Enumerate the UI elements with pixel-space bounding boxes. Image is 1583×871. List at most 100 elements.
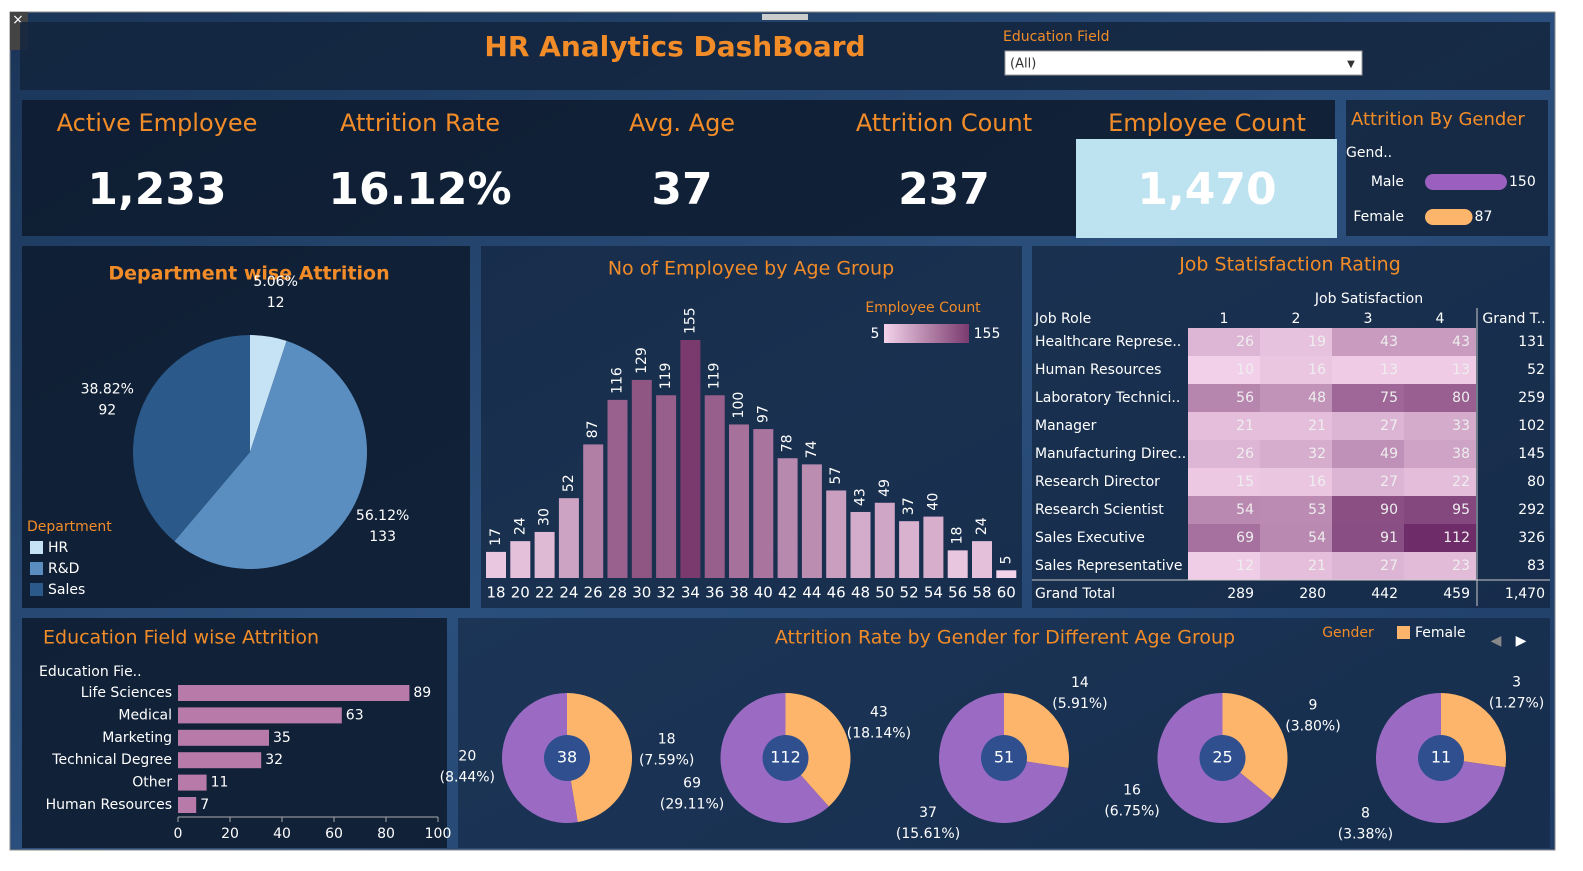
heat-cell <box>1404 496 1476 524</box>
x-tick-label: 56 <box>948 584 967 602</box>
heat-cell <box>1332 440 1404 468</box>
donut-center <box>544 735 590 781</box>
center-total: 51 <box>994 748 1014 767</box>
bar <box>680 340 701 578</box>
x-tick-label: 48 <box>851 584 870 602</box>
cell-value: 27 <box>1380 558 1398 574</box>
cell-value: 95 <box>1452 502 1470 518</box>
category-label: Human Resources <box>46 797 172 813</box>
value-label: 32 <box>265 752 283 768</box>
x-tick-label: 80 <box>377 826 395 842</box>
x-tick-label: 34 <box>681 584 700 602</box>
cell-value: 49 <box>1380 446 1398 462</box>
column-total: 280 <box>1299 586 1326 602</box>
legend-title: Employee Count <box>865 300 981 316</box>
heat-cell <box>1260 440 1332 468</box>
heat-cell <box>1188 328 1260 356</box>
close-icon[interactable]: × <box>12 12 24 28</box>
cell-value: 33 <box>1452 418 1470 434</box>
column-total: 442 <box>1371 586 1398 602</box>
value-label: 12 <box>267 295 285 311</box>
percent-label: (6.75%) <box>1104 804 1159 820</box>
value-label: 37 <box>901 497 917 515</box>
bar <box>607 399 628 578</box>
heat-cell <box>1332 356 1404 384</box>
x-tick-label: 60 <box>997 584 1016 602</box>
x-tick-label: 18 <box>486 584 505 602</box>
bar <box>1425 209 1473 225</box>
cell-value: 43 <box>1452 334 1470 350</box>
value-label: 18 <box>950 527 966 545</box>
heat-cell <box>1188 440 1260 468</box>
legend-swatch <box>30 562 43 575</box>
total-header: Grand T.. <box>1482 311 1545 327</box>
bar <box>899 521 920 578</box>
legend-label: Sales <box>48 582 85 598</box>
dashboard-title: HR Analytics DashBoard <box>484 30 865 63</box>
filter-dropdown[interactable] <box>1004 50 1363 76</box>
percent-label: (18.14%) <box>847 725 911 741</box>
x-tick-label: 24 <box>559 584 578 602</box>
cell-value: 56 <box>1236 390 1254 406</box>
legend-label: Female <box>1415 625 1466 641</box>
heat-cell <box>1260 468 1332 496</box>
value-label: 35 <box>273 730 291 746</box>
row-label: Human Resources <box>1035 362 1161 378</box>
x-tick-label: 26 <box>584 584 603 602</box>
value-label: 43 <box>870 704 888 720</box>
percent-label: (3.38%) <box>1338 826 1393 842</box>
heat-cell <box>1404 440 1476 468</box>
color-legend <box>884 324 969 343</box>
value-label: 24 <box>974 517 990 535</box>
pie-slice <box>250 335 287 452</box>
legend-label: HR <box>48 540 69 556</box>
bar <box>178 797 197 813</box>
donut-slice <box>1222 693 1288 800</box>
donut-slice <box>785 693 851 807</box>
value-label: 155 <box>682 307 698 334</box>
value-label: 30 <box>537 508 553 526</box>
value-label: 17 <box>488 528 504 546</box>
heat-cell <box>1188 384 1260 412</box>
value-label: 5 <box>998 555 1014 564</box>
cell-value: 75 <box>1380 390 1398 406</box>
bar <box>1425 174 1507 190</box>
value-label: 3 <box>1512 675 1521 691</box>
bar <box>583 444 604 578</box>
cell-value: 16 <box>1308 362 1326 378</box>
column-label: 2 <box>1292 311 1301 327</box>
row-total: 131 <box>1518 334 1545 350</box>
value-label: 97 <box>755 405 771 423</box>
filter-value[interactable]: (All) <box>1010 57 1036 72</box>
drag-handle[interactable] <box>762 14 808 20</box>
row-label: Research Director <box>1035 474 1160 490</box>
pie-slice <box>174 340 367 569</box>
value-label: 63 <box>346 707 364 723</box>
x-tick-label: 50 <box>875 584 894 602</box>
donut-slice <box>567 693 633 823</box>
x-tick-label: 36 <box>705 584 724 602</box>
chart-title: Job Statisfaction Rating <box>1178 254 1401 276</box>
percent-label: (7.59%) <box>639 753 694 769</box>
cell-value: 38 <box>1452 446 1470 462</box>
kpi-value: 1,470 <box>1137 164 1276 215</box>
prev-arrow[interactable]: ◀ <box>1491 633 1502 649</box>
kpi-label: Avg. Age <box>629 109 735 137</box>
dropdown-arrow[interactable]: ▼ <box>1347 59 1355 70</box>
percent-label: (29.11%) <box>660 797 724 813</box>
column-total: 289 <box>1227 586 1254 602</box>
next-arrow[interactable]: ▶ <box>1516 633 1527 649</box>
percent-label: 38.82% <box>81 382 134 398</box>
category-label: Other <box>132 775 172 791</box>
legend-swatch <box>30 541 43 554</box>
cell-value: 21 <box>1308 418 1326 434</box>
x-tick-label: 28 <box>608 584 627 602</box>
value-label: 87 <box>1475 209 1493 225</box>
cell-value: 21 <box>1236 418 1254 434</box>
cell-value: 43 <box>1380 334 1398 350</box>
percent-label: (3.80%) <box>1285 718 1340 734</box>
bar <box>178 774 207 791</box>
x-tick-label: 44 <box>802 584 821 602</box>
kpi-label: Attrition Count <box>856 109 1032 137</box>
axis-label: Education Fie.. <box>39 664 142 680</box>
